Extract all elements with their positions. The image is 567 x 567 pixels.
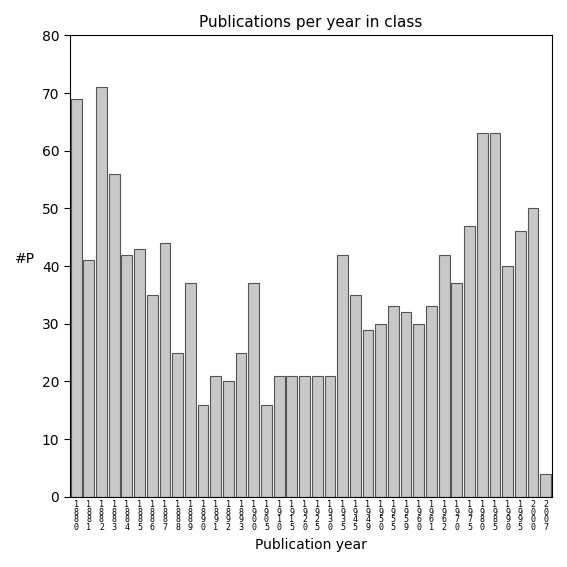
Bar — [464, 226, 475, 497]
X-axis label: Publication year: Publication year — [255, 538, 367, 552]
Bar — [172, 353, 183, 497]
Bar — [299, 376, 310, 497]
Bar — [109, 174, 120, 497]
Bar — [489, 133, 500, 497]
Bar — [147, 295, 158, 497]
Bar — [159, 243, 170, 497]
Bar — [388, 306, 399, 497]
Bar — [515, 231, 526, 497]
Bar — [71, 99, 82, 497]
Bar — [210, 376, 221, 497]
Bar — [413, 324, 424, 497]
Bar — [274, 376, 285, 497]
Bar — [121, 255, 132, 497]
Bar — [350, 295, 361, 497]
Bar — [477, 133, 488, 497]
Bar — [439, 255, 450, 497]
Bar — [324, 376, 335, 497]
Bar — [312, 376, 323, 497]
Bar — [261, 404, 272, 497]
Bar — [198, 404, 209, 497]
Bar — [540, 474, 551, 497]
Bar — [502, 266, 513, 497]
Title: Publications per year in class: Publications per year in class — [199, 15, 422, 30]
Bar — [337, 255, 348, 497]
Bar — [223, 382, 234, 497]
Bar — [286, 376, 297, 497]
Bar — [401, 312, 412, 497]
Bar — [83, 260, 94, 497]
Bar — [527, 209, 538, 497]
Bar — [363, 329, 374, 497]
Bar — [451, 284, 462, 497]
Bar — [375, 324, 386, 497]
Bar — [248, 284, 259, 497]
Bar — [236, 353, 247, 497]
Bar — [185, 284, 196, 497]
Bar — [134, 249, 145, 497]
Bar — [96, 87, 107, 497]
Y-axis label: #P: #P — [15, 252, 35, 266]
Bar — [426, 306, 437, 497]
